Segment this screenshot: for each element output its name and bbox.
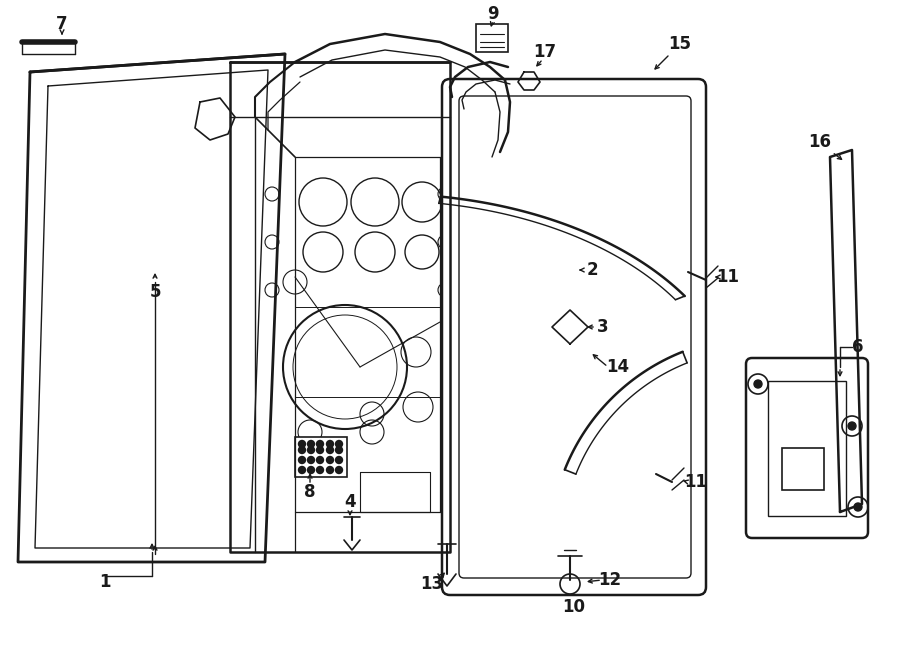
- Text: 2: 2: [586, 261, 598, 279]
- FancyBboxPatch shape: [442, 79, 706, 595]
- Circle shape: [336, 440, 343, 448]
- Text: 6: 6: [852, 338, 864, 356]
- FancyBboxPatch shape: [746, 358, 868, 538]
- Text: 14: 14: [607, 358, 630, 376]
- Text: 17: 17: [534, 43, 556, 61]
- Text: 8: 8: [304, 483, 316, 501]
- Circle shape: [308, 446, 314, 453]
- Circle shape: [317, 467, 323, 473]
- Text: 15: 15: [669, 35, 691, 53]
- Circle shape: [558, 265, 568, 275]
- Circle shape: [327, 440, 334, 448]
- Text: 12: 12: [598, 571, 622, 589]
- Text: 11: 11: [685, 473, 707, 491]
- FancyBboxPatch shape: [782, 448, 824, 490]
- Text: 9: 9: [487, 5, 499, 23]
- Text: 4: 4: [344, 493, 356, 511]
- Text: 7: 7: [56, 15, 68, 33]
- Text: 11: 11: [716, 268, 740, 286]
- Circle shape: [299, 467, 305, 473]
- FancyBboxPatch shape: [459, 96, 691, 578]
- Circle shape: [299, 457, 305, 463]
- Circle shape: [754, 380, 762, 388]
- FancyBboxPatch shape: [295, 437, 347, 477]
- Circle shape: [299, 440, 305, 448]
- Circle shape: [327, 446, 334, 453]
- Circle shape: [327, 457, 334, 463]
- Circle shape: [317, 440, 323, 448]
- Text: 1: 1: [99, 573, 111, 591]
- Circle shape: [327, 467, 334, 473]
- Circle shape: [317, 446, 323, 453]
- Text: 5: 5: [149, 283, 161, 301]
- FancyBboxPatch shape: [476, 24, 508, 52]
- Circle shape: [308, 467, 314, 473]
- Circle shape: [308, 457, 314, 463]
- Circle shape: [299, 446, 305, 453]
- Text: 13: 13: [420, 575, 444, 593]
- Circle shape: [308, 440, 314, 448]
- FancyBboxPatch shape: [768, 381, 846, 516]
- Circle shape: [336, 446, 343, 453]
- Circle shape: [317, 457, 323, 463]
- Circle shape: [848, 422, 856, 430]
- Text: 3: 3: [598, 318, 608, 336]
- Text: 16: 16: [808, 133, 832, 151]
- Circle shape: [336, 467, 343, 473]
- Circle shape: [854, 503, 862, 511]
- Text: 10: 10: [562, 598, 586, 616]
- Circle shape: [336, 457, 343, 463]
